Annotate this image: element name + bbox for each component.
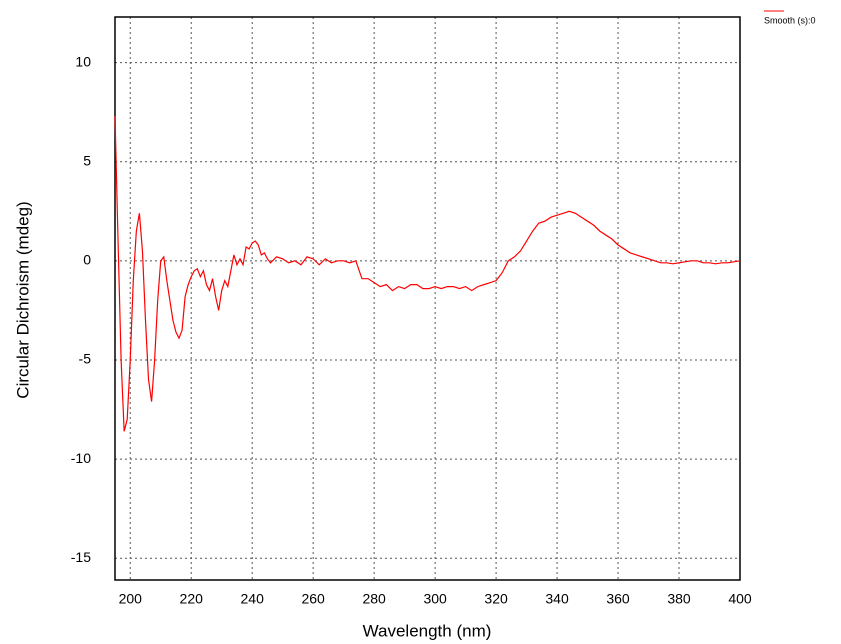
x-tick-label: 380 bbox=[667, 591, 691, 607]
data-line bbox=[114, 116, 741, 432]
y-tick-label: 10 bbox=[75, 53, 91, 69]
x-tick-label: 200 bbox=[119, 591, 143, 607]
x-tick-label: 340 bbox=[545, 591, 569, 607]
x-tick-label: 240 bbox=[241, 591, 265, 607]
x-tick-label: 320 bbox=[484, 591, 508, 607]
plot-frame bbox=[114, 16, 741, 581]
x-tick-label: 360 bbox=[606, 591, 630, 607]
y-tick-label: -5 bbox=[79, 351, 92, 367]
y-tick-label: -15 bbox=[71, 549, 91, 565]
y-axis-title: Circular Dichroism (mdeg) bbox=[13, 201, 32, 398]
x-tick-label: 220 bbox=[180, 591, 204, 607]
x-axis-title: Wavelength (nm) bbox=[363, 621, 492, 640]
x-tick-label: 300 bbox=[423, 591, 447, 607]
y-tick-label: 5 bbox=[83, 152, 91, 168]
x-tick-label: 260 bbox=[301, 591, 325, 607]
x-tick-label: 280 bbox=[362, 591, 386, 607]
legend-label: Smooth (s):0 bbox=[764, 15, 816, 25]
y-tick-label: 0 bbox=[83, 252, 91, 268]
y-tick-label: -10 bbox=[71, 450, 91, 466]
x-tick-label: 400 bbox=[728, 591, 752, 607]
